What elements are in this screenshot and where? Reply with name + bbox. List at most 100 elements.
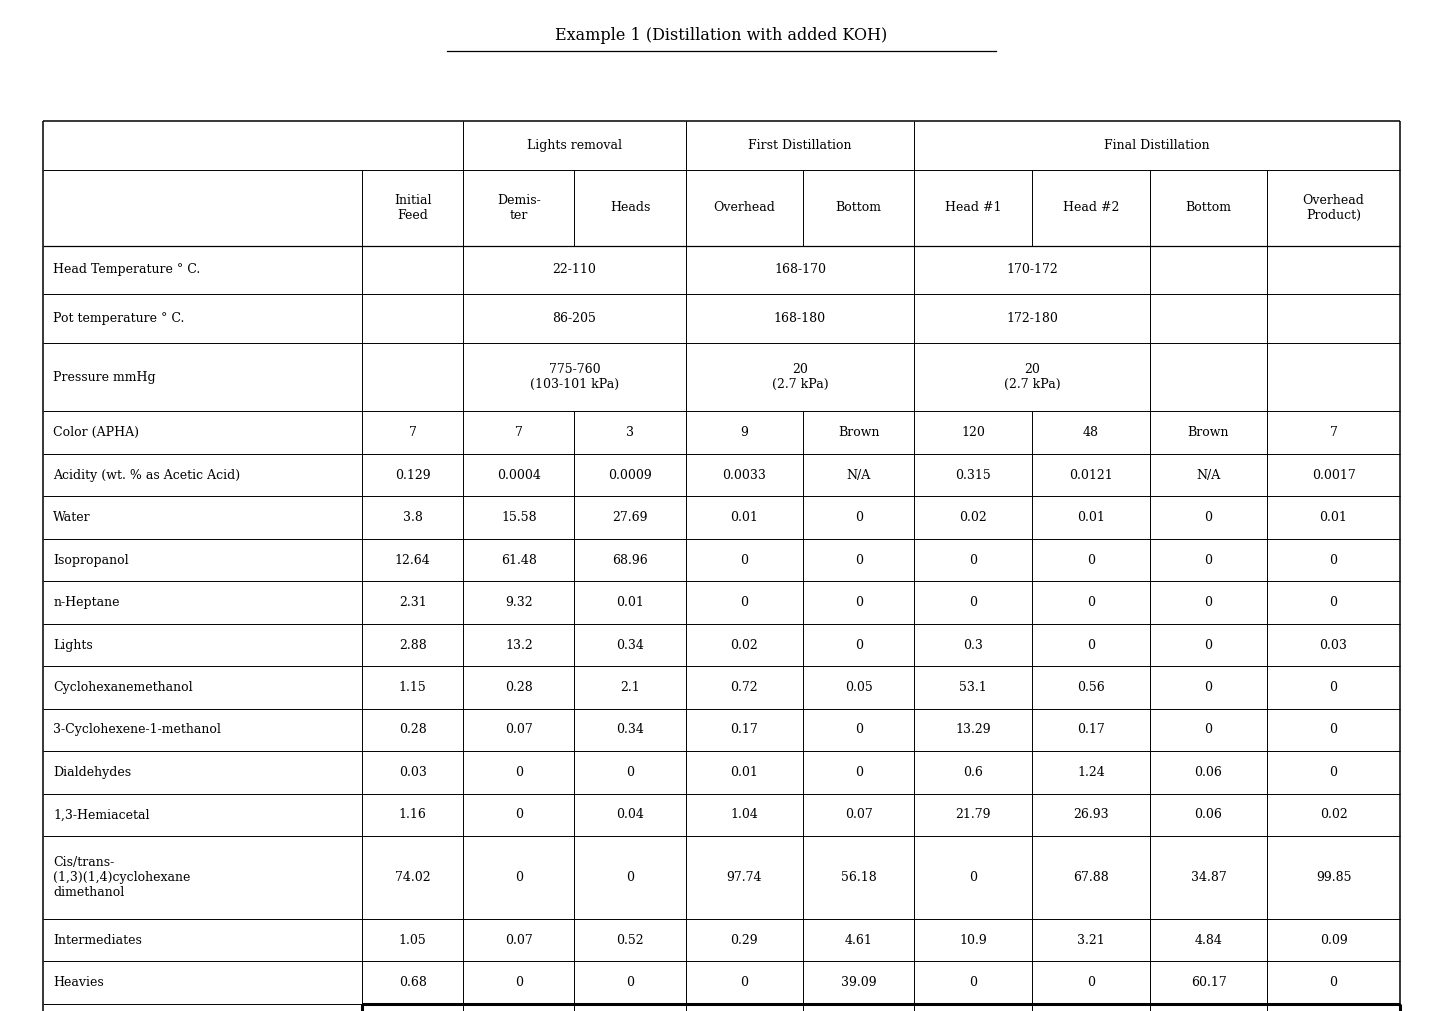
Text: 0.28: 0.28	[505, 681, 532, 694]
Text: 0.0033: 0.0033	[723, 469, 766, 481]
Text: 0.17: 0.17	[730, 724, 758, 736]
Text: Initial
Feed: Initial Feed	[394, 194, 431, 221]
Text: 0.0004: 0.0004	[496, 469, 541, 481]
Text: 2.88: 2.88	[398, 639, 427, 651]
Text: 0.01: 0.01	[1319, 512, 1348, 524]
Text: 7: 7	[1329, 427, 1338, 439]
Text: Head #1: Head #1	[945, 201, 1001, 214]
Text: 3.21: 3.21	[1076, 934, 1105, 946]
Text: 0.01: 0.01	[1076, 512, 1105, 524]
Text: First Distillation: First Distillation	[747, 140, 851, 152]
Text: 2.1: 2.1	[620, 681, 639, 694]
Text: 34.87: 34.87	[1190, 871, 1227, 884]
Text: n-Heptane: n-Heptane	[53, 596, 120, 609]
Text: Isopropanol: Isopropanol	[53, 554, 128, 566]
Text: 168-170: 168-170	[773, 264, 825, 276]
Text: 39.09: 39.09	[841, 977, 876, 989]
Text: Intermediates: Intermediates	[53, 934, 143, 946]
Text: N/A: N/A	[1196, 469, 1221, 481]
Text: 0.06: 0.06	[1195, 766, 1222, 778]
Text: 1.15: 1.15	[398, 681, 427, 694]
Text: 10.9: 10.9	[960, 934, 987, 946]
Text: 0: 0	[854, 596, 863, 609]
Text: 27.69: 27.69	[612, 512, 648, 524]
Text: Head Temperature ° C.: Head Temperature ° C.	[53, 264, 201, 276]
Text: 0: 0	[1329, 724, 1338, 736]
Text: 0: 0	[970, 977, 977, 989]
Text: 170-172: 170-172	[1006, 264, 1058, 276]
Text: Water: Water	[53, 512, 91, 524]
Text: 7: 7	[408, 427, 417, 439]
Text: 0.34: 0.34	[616, 639, 644, 651]
Text: 0: 0	[740, 596, 749, 609]
Text: 12.64: 12.64	[395, 554, 430, 566]
Text: 0: 0	[1329, 681, 1338, 694]
Text: Overhead: Overhead	[713, 201, 775, 214]
Text: 86-205: 86-205	[553, 312, 596, 325]
Text: Example 1 (Distillation with added KOH): Example 1 (Distillation with added KOH)	[556, 27, 887, 43]
Text: 9: 9	[740, 427, 749, 439]
Text: 0: 0	[970, 596, 977, 609]
Text: Head #2: Head #2	[1062, 201, 1118, 214]
Text: 0: 0	[854, 639, 863, 651]
Text: 74.02: 74.02	[395, 871, 430, 884]
Text: 0: 0	[854, 724, 863, 736]
Text: 2.31: 2.31	[398, 596, 427, 609]
Text: 13.29: 13.29	[955, 724, 991, 736]
Text: 97.74: 97.74	[727, 871, 762, 884]
Text: 0: 0	[1087, 977, 1095, 989]
Text: 0: 0	[970, 871, 977, 884]
Text: 26.93: 26.93	[1074, 809, 1108, 821]
Text: 0.04: 0.04	[616, 809, 644, 821]
Text: Pressure mmHg: Pressure mmHg	[53, 371, 156, 383]
Text: Final Distillation: Final Distillation	[1104, 140, 1209, 152]
Text: 0: 0	[1087, 554, 1095, 566]
Text: 0.02: 0.02	[730, 639, 758, 651]
Text: N/A: N/A	[847, 469, 872, 481]
Text: 61.48: 61.48	[501, 554, 537, 566]
Text: 120: 120	[961, 427, 986, 439]
Text: 1.24: 1.24	[1076, 766, 1105, 778]
Text: 168-180: 168-180	[773, 312, 825, 325]
Text: 0: 0	[1329, 554, 1338, 566]
Text: 0: 0	[1087, 639, 1095, 651]
Text: Brown: Brown	[1188, 427, 1229, 439]
Text: 22-110: 22-110	[553, 264, 596, 276]
Text: Lights removal: Lights removal	[527, 140, 622, 152]
Text: 0.0017: 0.0017	[1312, 469, 1355, 481]
Text: 99.85: 99.85	[1316, 871, 1351, 884]
Text: Acidity (wt. % as Acetic Acid): Acidity (wt. % as Acetic Acid)	[53, 469, 241, 481]
Text: 0: 0	[740, 554, 749, 566]
Text: 0: 0	[1205, 596, 1212, 609]
Text: 775-760
(103-101 kPa): 775-760 (103-101 kPa)	[530, 363, 619, 391]
Text: 56.18: 56.18	[841, 871, 877, 884]
Text: 1.05: 1.05	[398, 934, 427, 946]
Text: 172-180: 172-180	[1006, 312, 1058, 325]
Text: 0.0121: 0.0121	[1069, 469, 1113, 481]
Text: Brown: Brown	[838, 427, 880, 439]
Text: 0: 0	[626, 871, 633, 884]
Text: 0.01: 0.01	[730, 512, 759, 524]
Text: 0: 0	[1205, 639, 1212, 651]
Text: Heavies: Heavies	[53, 977, 104, 989]
Text: 1,3-Hemiacetal: 1,3-Hemiacetal	[53, 809, 150, 821]
Text: 0.52: 0.52	[616, 934, 644, 946]
Text: Cyclohexanemethanol: Cyclohexanemethanol	[53, 681, 193, 694]
Text: 1.04: 1.04	[730, 809, 759, 821]
Text: 13.2: 13.2	[505, 639, 532, 651]
Text: 9.32: 9.32	[505, 596, 532, 609]
Text: 0: 0	[854, 512, 863, 524]
Text: 0.29: 0.29	[730, 934, 758, 946]
Text: 0.02: 0.02	[960, 512, 987, 524]
Text: 0: 0	[1329, 766, 1338, 778]
Text: Bottom: Bottom	[1186, 201, 1231, 214]
Text: 0.06: 0.06	[1195, 809, 1222, 821]
Text: 0.56: 0.56	[1076, 681, 1105, 694]
Text: 0.07: 0.07	[505, 934, 532, 946]
Text: 53.1: 53.1	[960, 681, 987, 694]
Text: 0.05: 0.05	[846, 681, 873, 694]
Text: 3.8: 3.8	[403, 512, 423, 524]
Text: Color (APHA): Color (APHA)	[53, 427, 140, 439]
Text: 4.84: 4.84	[1195, 934, 1222, 946]
Text: 68.96: 68.96	[612, 554, 648, 566]
